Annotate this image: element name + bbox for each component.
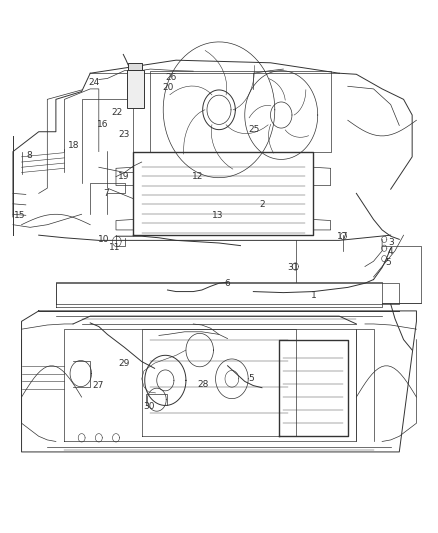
Text: 12: 12: [192, 172, 203, 181]
Text: 22: 22: [111, 108, 123, 117]
Text: 5: 5: [386, 258, 392, 267]
Text: 6: 6: [225, 279, 230, 288]
Text: 30: 30: [144, 402, 155, 411]
Text: 28: 28: [197, 379, 208, 389]
Text: 20: 20: [162, 83, 174, 92]
Text: 17: 17: [337, 232, 348, 241]
Text: 7: 7: [104, 189, 110, 198]
Text: 13: 13: [212, 211, 224, 220]
Text: 31: 31: [287, 263, 299, 272]
Text: 10: 10: [98, 235, 110, 244]
Text: 8: 8: [26, 151, 32, 160]
Text: 15: 15: [14, 211, 25, 220]
Text: 2: 2: [259, 200, 265, 209]
Text: 29: 29: [118, 359, 129, 368]
Text: 18: 18: [68, 141, 80, 150]
Text: 3: 3: [388, 238, 394, 247]
Text: 11: 11: [110, 243, 121, 252]
Text: 5: 5: [248, 374, 254, 383]
Text: 16: 16: [96, 120, 108, 129]
Bar: [127, 70, 144, 108]
Text: 23: 23: [118, 131, 129, 139]
Bar: [128, 63, 142, 70]
Text: 19: 19: [118, 172, 130, 181]
Text: 27: 27: [92, 381, 104, 390]
Text: 25: 25: [248, 125, 260, 134]
Text: 4: 4: [388, 247, 393, 256]
Text: 1: 1: [311, 290, 316, 300]
Text: 26: 26: [165, 73, 177, 82]
Text: 24: 24: [88, 78, 99, 87]
